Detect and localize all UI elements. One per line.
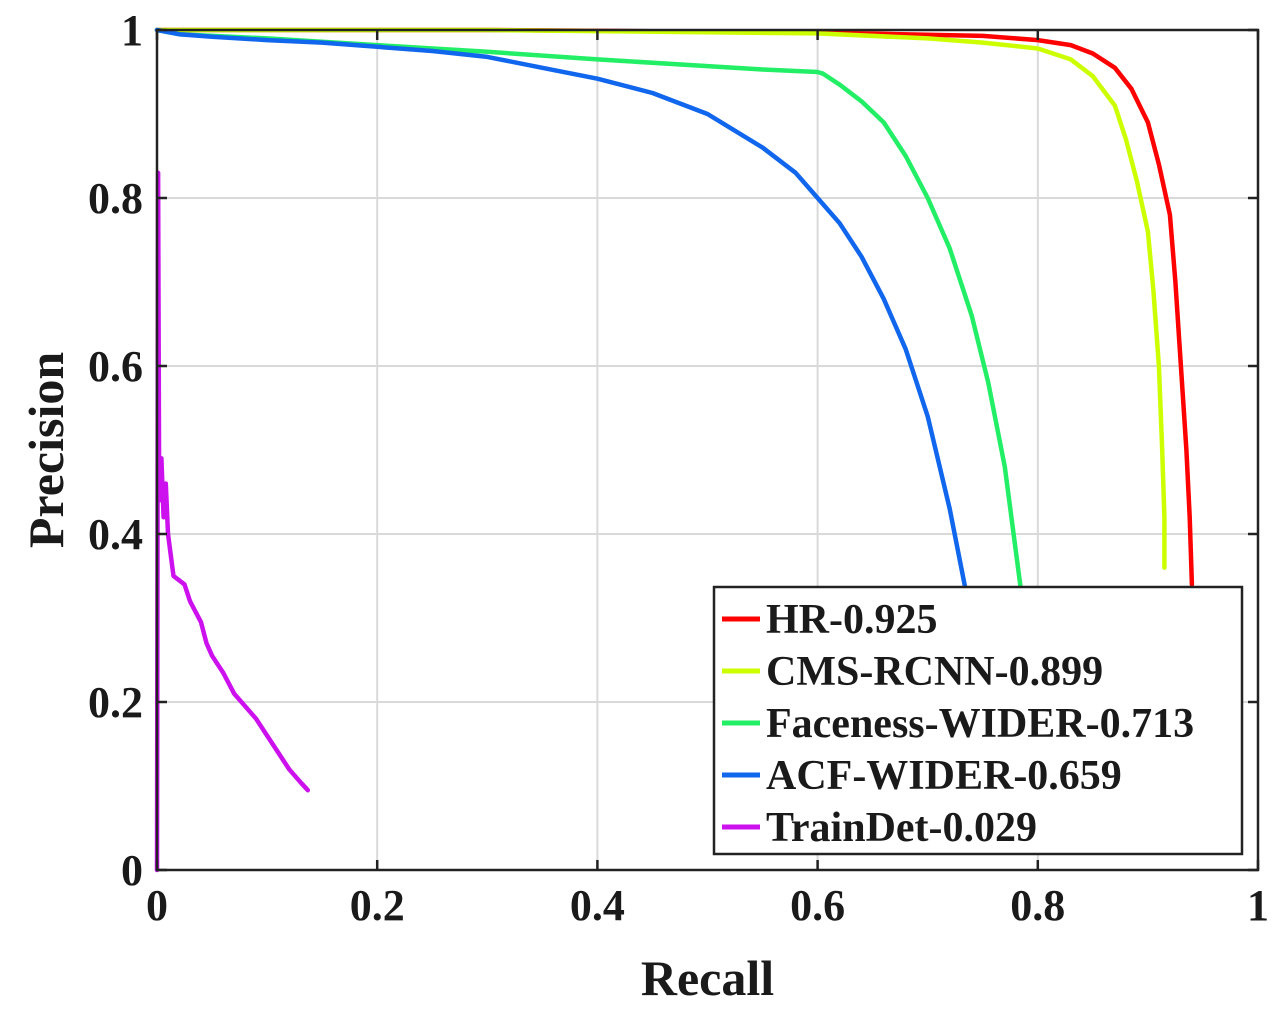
x-tick-label: 1 xyxy=(1247,881,1269,930)
y-tick-label: 0.4 xyxy=(88,510,143,559)
series-lines xyxy=(154,27,1195,873)
series-line-2 xyxy=(154,27,1024,596)
x-tick-label: 0.4 xyxy=(570,881,625,930)
y-tick-label: 0.2 xyxy=(88,678,143,727)
x-axis-title: Recall xyxy=(641,950,774,1006)
x-tick-label: 0 xyxy=(146,881,168,930)
legend-box xyxy=(712,585,1244,856)
tick-labels: 0 0.2 0.4 0.6 0.8 1 0 0.2 0.4 0.6 0.8 1 xyxy=(88,6,1269,930)
y-tick-label: 0 xyxy=(121,846,143,895)
y-tick-label: 0.8 xyxy=(88,174,143,223)
legend-label-3: ACF-WIDER-0.659 xyxy=(766,753,1122,799)
y-tick-label: 0.6 xyxy=(88,342,143,391)
y-axis-title: Precision xyxy=(18,352,74,548)
axis-ticks xyxy=(155,28,1260,872)
x-tick-label: 0.8 xyxy=(1010,881,1065,930)
y-tick-label: 1 xyxy=(121,6,143,55)
legend: HR-0.925 CMS-RCNN-0.899 Faceness-WIDER-0.7… xyxy=(712,585,1244,856)
series-line-1 xyxy=(154,27,1167,570)
x-tick-label: 0.2 xyxy=(350,881,405,930)
legend-label-1: CMS-RCNN-0.899 xyxy=(766,649,1103,695)
series-line-4 xyxy=(154,170,311,873)
legend-label-4: TrainDet-0.029 xyxy=(766,805,1037,851)
legend-label-0: HR-0.925 xyxy=(766,597,938,643)
x-tick-label: 0.6 xyxy=(790,881,845,930)
plot-frame xyxy=(155,28,1260,872)
grid-lines xyxy=(157,30,1258,870)
legend-label-2: Faceness-WIDER-0.713 xyxy=(766,701,1194,747)
series-line-3 xyxy=(154,27,969,596)
